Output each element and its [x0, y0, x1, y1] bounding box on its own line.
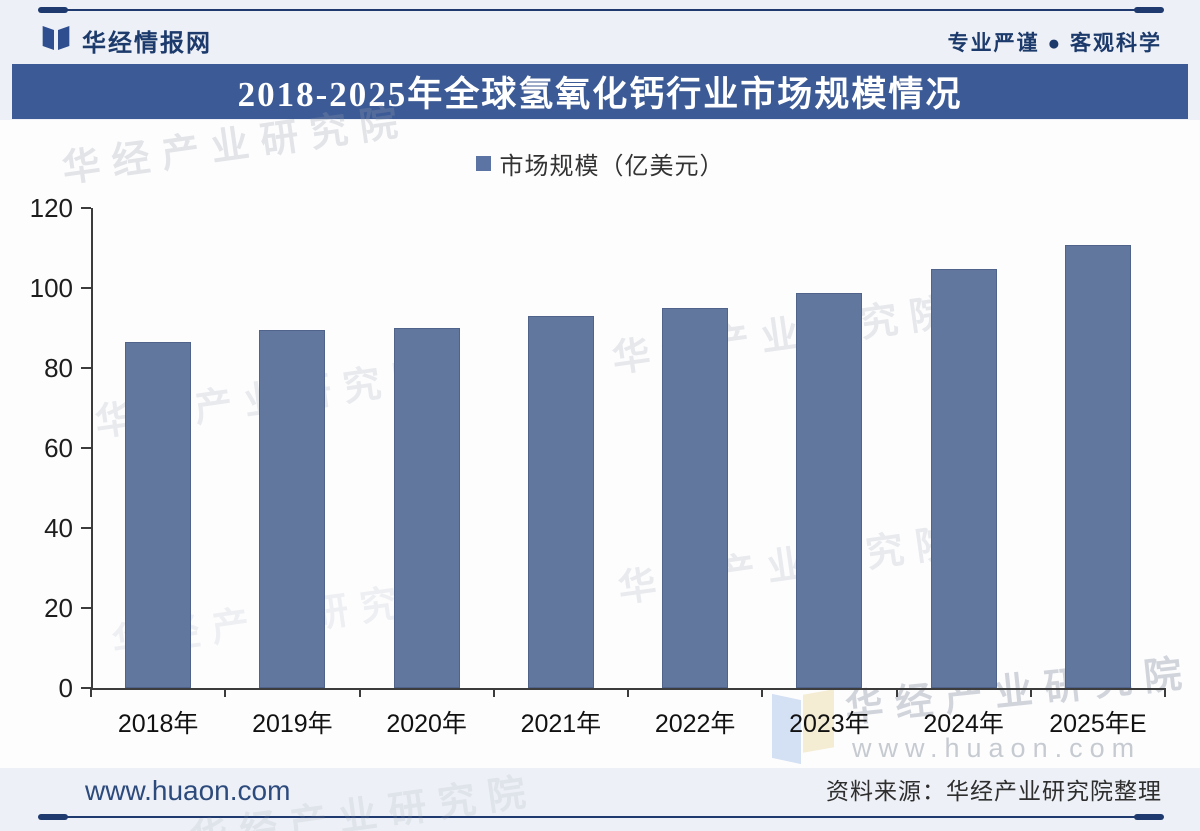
bottom-rule-line — [42, 816, 1162, 818]
bottom-strip — [0, 768, 1200, 831]
title-banner: 2018-2025年全球氢氧化钙行业市场规模情况 — [12, 64, 1188, 119]
y-axis-tick — [81, 207, 91, 209]
bottom-rule-right-cap — [1134, 814, 1164, 820]
y-axis-tick — [81, 367, 91, 369]
y-axis-tick-label: 40 — [44, 513, 73, 543]
bar-2018年 — [125, 342, 192, 688]
top-rule-left-cap — [38, 7, 68, 13]
x-axis-tick — [761, 688, 764, 697]
bar-2025年E — [1064, 245, 1131, 688]
x-axis-label: 2021年 — [520, 710, 602, 738]
legend-marker — [475, 156, 491, 171]
bar-2021年 — [527, 316, 594, 688]
y-axis-tick-label: 20 — [44, 593, 73, 623]
bar-2020年 — [393, 328, 460, 688]
x-axis-label: 2025年E — [1049, 710, 1147, 738]
y-axis-tick-label: 120 — [29, 193, 73, 223]
x-axis-tick — [1164, 688, 1166, 697]
chart-panel: 华经产业研究院 华经产业研究院 华经产业研究院 华经产业研究院 华经产业研究院 … — [0, 100, 1200, 831]
x-axis-label: 2018年 — [117, 710, 199, 738]
y-axis-tick-label: 0 — [58, 673, 73, 703]
bar-2019年 — [259, 330, 326, 688]
plot-area: 0 20 40 60 80 100 120 2018年 2019年 2020年 2021年 2022年… — [30, 193, 1166, 738]
x-axis-label: 2023年 — [789, 710, 870, 738]
x-axis-tick — [627, 688, 629, 697]
y-axis-tick — [81, 287, 91, 289]
y-axis-tick — [81, 527, 91, 529]
slogan-text: 专业严谨 ● 客观科学 — [947, 32, 1162, 55]
brand: 华经情报网 — [40, 22, 212, 59]
x-axis-tick — [90, 688, 92, 697]
x-axis-tick — [895, 688, 898, 697]
footer-website-link[interactable]: www.huaon.com — [85, 775, 291, 806]
y-axis-tick — [81, 447, 91, 449]
x-axis-label: 2022年 — [654, 710, 736, 738]
chart-legend: 市场规模（亿美元） — [0, 146, 1200, 181]
y-axis-line — [91, 208, 93, 690]
x-axis-label: 2019年 — [252, 710, 333, 738]
y-axis-tick — [81, 607, 91, 609]
book-logo-icon — [40, 22, 72, 59]
legend-label: 市场规模（亿美元） — [499, 153, 725, 180]
x-axis-label: 2024年 — [923, 710, 1004, 738]
footer-source-text: 资料来源：华经产业研究院整理 — [826, 778, 1162, 804]
bar-2022年 — [662, 308, 729, 688]
x-axis-tick — [358, 688, 361, 697]
y-axis-tick-label: 100 — [29, 273, 73, 303]
y-axis-tick — [81, 687, 91, 689]
top-rule-right-cap — [1134, 7, 1164, 13]
brand-name: 华经情报网 — [82, 30, 212, 57]
x-axis-tick — [224, 688, 227, 697]
bar-2024年 — [930, 268, 997, 688]
bar-2023年 — [796, 293, 863, 688]
x-axis-tick — [1029, 688, 1032, 697]
y-axis-tick-label: 60 — [44, 433, 73, 463]
x-axis-tick — [492, 688, 495, 697]
x-axis-label: 2020年 — [386, 710, 467, 738]
y-axis-tick-label: 80 — [44, 353, 73, 383]
bottom-rule-left-cap — [38, 814, 68, 820]
top-rule-line — [42, 9, 1162, 11]
chart-title: 2018-2025年全球氢氧化钙行业市场规模情况 — [237, 75, 963, 114]
